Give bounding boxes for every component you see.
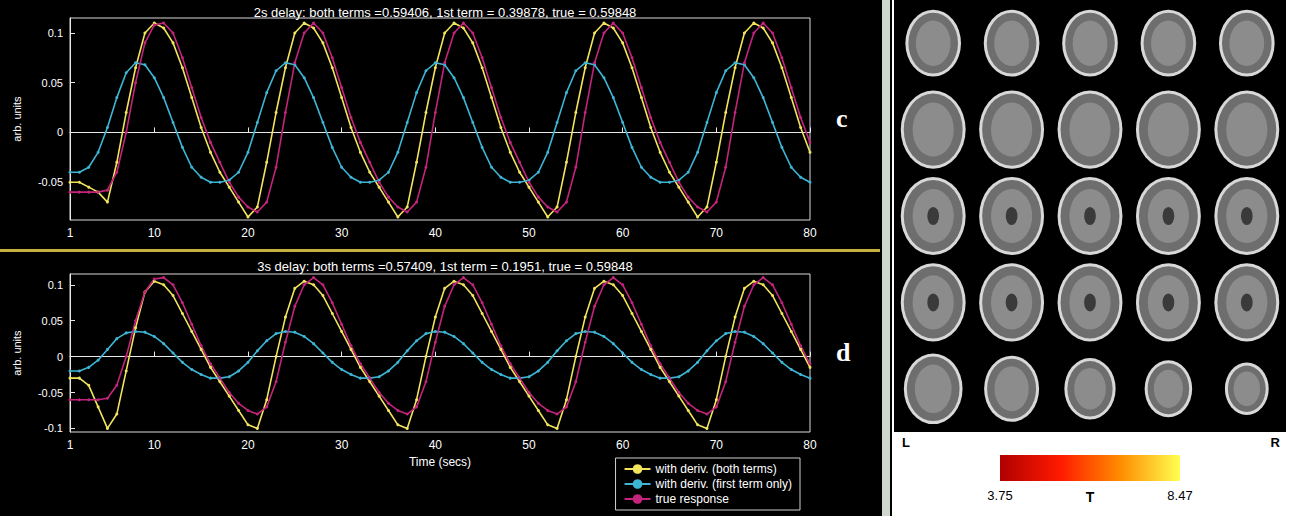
svg-text:40: 40 <box>429 438 443 452</box>
svg-text:0.1: 0.1 <box>48 279 63 291</box>
svg-text:0.05: 0.05 <box>42 315 63 327</box>
svg-text:0.1: 0.1 <box>48 27 63 39</box>
svg-text:with deriv. (both terms): with deriv. (both terms) <box>655 462 777 476</box>
svg-text:80: 80 <box>803 226 817 240</box>
svg-text:arb. units: arb. units <box>11 96 23 142</box>
svg-text:70: 70 <box>710 226 724 240</box>
svg-text:8.47: 8.47 <box>1167 488 1192 503</box>
svg-text:3.75: 3.75 <box>987 488 1012 503</box>
svg-text:80: 80 <box>803 438 817 452</box>
svg-text:40: 40 <box>429 226 443 240</box>
svg-text:with deriv. (first term only): with deriv. (first term only) <box>655 477 792 491</box>
svg-text:30: 30 <box>335 438 349 452</box>
svg-text:10: 10 <box>148 226 162 240</box>
svg-text:60: 60 <box>616 438 630 452</box>
svg-text:-0.05: -0.05 <box>38 176 63 188</box>
svg-text:true response: true response <box>656 492 730 506</box>
svg-text:d: d <box>836 338 851 367</box>
svg-text:50: 50 <box>522 226 536 240</box>
svg-text:20: 20 <box>241 226 255 240</box>
svg-text:c: c <box>836 104 848 133</box>
svg-text:30: 30 <box>335 226 349 240</box>
svg-text:R: R <box>1271 435 1281 450</box>
svg-text:60: 60 <box>616 226 630 240</box>
svg-text:20: 20 <box>241 438 255 452</box>
svg-text:10: 10 <box>148 438 162 452</box>
svg-text:0: 0 <box>57 126 63 138</box>
svg-text:0.05: 0.05 <box>42 77 63 89</box>
svg-text:0: 0 <box>57 351 63 363</box>
svg-text:1: 1 <box>67 226 74 240</box>
svg-text:2s delay: both terms =0.59406,: 2s delay: both terms =0.59406, 1st term … <box>254 5 637 20</box>
svg-text:-0.1: -0.1 <box>44 422 63 434</box>
svg-text:1: 1 <box>67 438 74 452</box>
svg-text:-0.05: -0.05 <box>38 387 63 399</box>
svg-text:3s delay: both terms =0.57409,: 3s delay: both terms =0.57409, 1st term … <box>257 259 632 274</box>
svg-text:L: L <box>902 435 910 450</box>
svg-text:50: 50 <box>522 438 536 452</box>
svg-text:70: 70 <box>710 438 724 452</box>
svg-text:arb. units: arb. units <box>11 330 23 376</box>
svg-text:T: T <box>1086 489 1095 505</box>
svg-text:Time (secs): Time (secs) <box>409 455 471 469</box>
